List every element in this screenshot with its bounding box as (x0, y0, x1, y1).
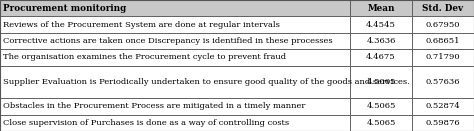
Bar (412, 0, 474, 16)
Text: 4.4545: 4.4545 (366, 21, 396, 29)
Bar (0, 0, 350, 16)
Bar (0, 98, 350, 115)
Bar (350, 115, 412, 131)
Text: Mean: Mean (367, 4, 395, 13)
Text: 4.4675: 4.4675 (366, 53, 396, 61)
Text: 0.57636: 0.57636 (426, 78, 460, 86)
Text: Reviews of the Procurement System are done at regular intervals: Reviews of the Procurement System are do… (3, 21, 280, 29)
Text: The organisation examines the Procurement cycle to prevent fraud: The organisation examines the Procuremen… (3, 53, 286, 61)
Bar (0, 115, 350, 131)
Bar (412, 115, 474, 131)
Bar (0, 33, 350, 49)
Text: 0.67950: 0.67950 (426, 21, 460, 29)
Text: 0.68651: 0.68651 (426, 37, 460, 45)
Text: 0.52874: 0.52874 (426, 102, 460, 110)
Bar (350, 0, 412, 16)
Text: 0.59876: 0.59876 (426, 119, 460, 127)
Text: Procurement monitoring: Procurement monitoring (3, 4, 126, 13)
Bar (0, 49, 350, 66)
Text: Corrective actions are taken once Discrepancy is identified in these processes: Corrective actions are taken once Discre… (3, 37, 332, 45)
Bar (0, 16, 350, 33)
Bar (0, 66, 350, 98)
Text: Supplier Evaluation is Periodically undertaken to ensure good quality of the goo: Supplier Evaluation is Periodically unde… (3, 78, 410, 86)
Bar (412, 66, 474, 98)
Text: Std. Dev: Std. Dev (422, 4, 464, 13)
Text: 4.5065: 4.5065 (366, 102, 396, 110)
Text: 4.5065: 4.5065 (366, 78, 396, 86)
Bar (350, 49, 412, 66)
Text: 4.5065: 4.5065 (366, 119, 396, 127)
Bar (412, 16, 474, 33)
Bar (412, 33, 474, 49)
Text: 4.3636: 4.3636 (366, 37, 396, 45)
Text: 0.71790: 0.71790 (426, 53, 460, 61)
Bar (350, 98, 412, 115)
Bar (412, 98, 474, 115)
Text: Close supervision of Purchases is done as a way of controlling costs: Close supervision of Purchases is done a… (3, 119, 289, 127)
Bar (350, 33, 412, 49)
Text: Obstacles in the Procurement Process are mitigated in a timely manner: Obstacles in the Procurement Process are… (3, 102, 305, 110)
Bar (412, 49, 474, 66)
Bar (350, 16, 412, 33)
Bar (350, 66, 412, 98)
